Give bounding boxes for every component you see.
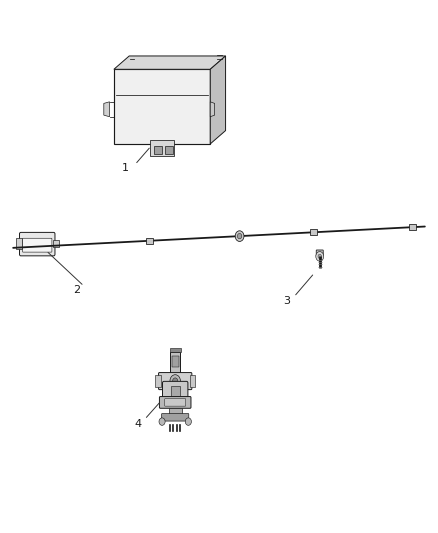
Bar [310,229,317,235]
Bar [53,240,60,247]
Circle shape [173,378,178,384]
FancyBboxPatch shape [159,373,192,390]
Polygon shape [210,56,226,144]
FancyBboxPatch shape [150,140,174,156]
Circle shape [185,418,191,425]
FancyBboxPatch shape [23,238,52,252]
Bar [170,352,180,373]
Circle shape [159,418,165,425]
Text: 3: 3 [283,296,290,306]
Bar [170,348,181,352]
Bar [171,386,180,397]
Polygon shape [210,102,215,117]
Polygon shape [114,69,210,144]
Bar [166,146,173,154]
FancyBboxPatch shape [20,232,55,256]
Circle shape [235,231,244,241]
FancyBboxPatch shape [159,397,191,408]
Bar [155,375,161,387]
FancyBboxPatch shape [162,382,188,402]
Circle shape [170,375,180,387]
Bar [172,356,179,367]
Polygon shape [114,56,226,69]
Text: 4: 4 [134,419,141,429]
Text: 2: 2 [73,286,80,295]
Bar [169,408,182,416]
Polygon shape [104,102,110,117]
Bar [145,238,152,244]
Bar [190,375,195,387]
Text: 1: 1 [121,163,128,173]
Circle shape [318,254,321,259]
Bar [154,146,162,154]
Circle shape [316,252,324,261]
Bar [409,224,416,230]
Bar [16,238,22,249]
FancyBboxPatch shape [165,399,186,406]
Circle shape [237,233,242,239]
FancyBboxPatch shape [162,414,189,421]
FancyBboxPatch shape [316,250,323,256]
